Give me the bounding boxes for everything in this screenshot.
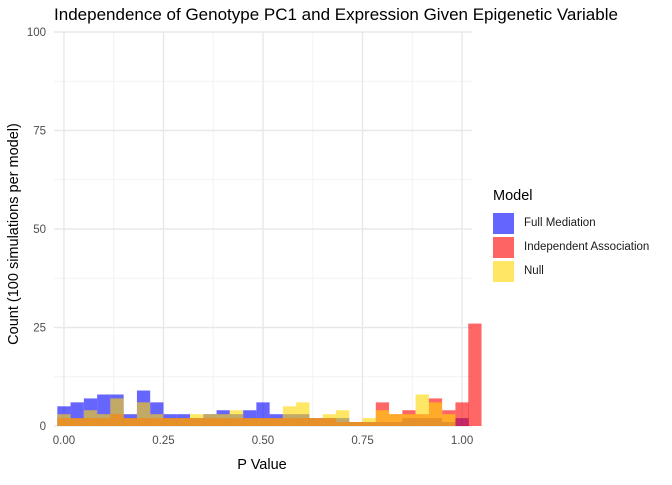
histogram-bar [136,402,151,426]
legend-item-full-mediation: Full Mediation [493,211,649,235]
histogram-bar [335,410,350,426]
histogram-bar [150,414,164,426]
histogram-bar [269,418,283,426]
y-tick-label: 100 [27,27,46,39]
y-tick-label: 75 [33,126,46,138]
legend-swatch [493,260,514,282]
histogram-bar [216,414,230,426]
histogram-bar [110,398,124,426]
axis-ticks: 0.00 0.25 0.50 0.75 1.00 0 25 50 75 100 [27,27,473,447]
histogram-bars [57,323,482,426]
histogram-bar [468,323,482,426]
legend-title: Model [493,188,533,204]
y-axis-title: Count (100 simulations per model) [6,123,22,345]
histogram-bar [229,410,244,426]
y-tick-label: 0 [40,421,46,433]
histogram-bar [442,414,456,426]
histogram-bar [97,414,111,426]
histogram-bar [282,406,297,426]
legend-swatch [493,236,514,258]
legend-swatch [493,212,514,234]
x-tick-label: 0.00 [53,435,75,447]
histogram-bar [176,418,191,426]
histogram-bar [349,422,363,426]
histogram-bar [415,394,429,426]
histogram-bar [256,418,270,426]
histogram-bar [83,410,98,426]
histogram-bar [362,418,376,426]
histogram-bar [163,418,177,426]
chart-title: Independence of Genotype PC1 and Express… [54,5,618,24]
legend-label: Full Mediation [524,217,596,229]
legend-label: Null [524,265,544,277]
histogram-bar [375,410,390,426]
legend-item-independent-association: Independent Association [493,235,649,259]
histogram-bar [389,414,403,426]
legend-item-null: Null [493,259,649,283]
grid-lines [54,31,472,427]
histogram-bar [428,402,443,426]
histogram-bar [57,414,71,426]
y-tick-label: 50 [33,224,46,236]
legend: Model Full Mediation Independent Associa… [493,188,649,283]
histogram-bar [243,418,257,426]
legend-label: Independent Association [524,241,650,253]
histogram-bar [123,418,137,426]
x-axis-title: P Value [237,457,286,473]
histogram-bar [455,402,469,426]
x-tick-label: 0.25 [152,435,174,447]
x-tick-label: 1.00 [451,435,473,447]
histogram-bar [190,414,204,426]
x-tick-label: 0.50 [252,435,274,447]
y-tick-label: 25 [33,323,46,335]
x-tick-label: 0.75 [351,435,373,447]
histogram-bar [309,418,323,426]
histogram-bar [70,418,84,426]
histogram-bar [402,414,416,426]
histogram-bar [296,402,310,426]
histogram-bar [322,414,336,426]
histogram-bar [203,414,217,426]
